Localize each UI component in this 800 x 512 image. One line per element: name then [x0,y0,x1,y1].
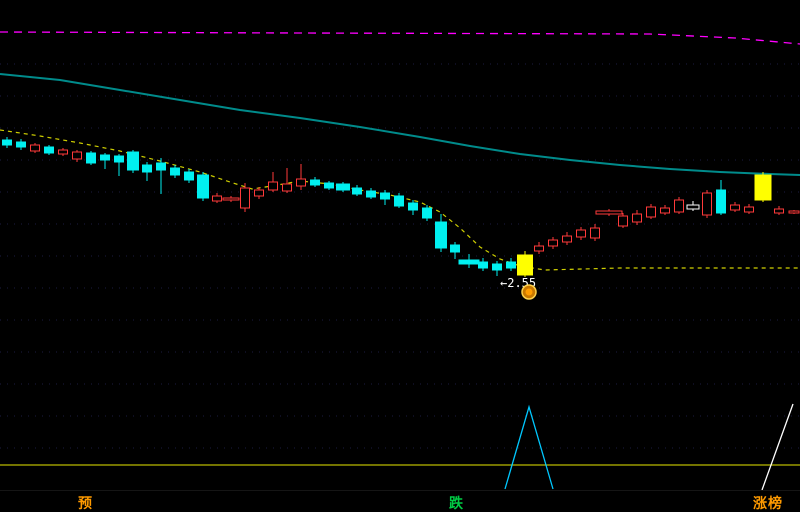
candle [142,162,152,181]
candle [30,143,40,153]
candle [2,137,12,148]
candle [408,200,418,215]
candle [86,151,96,165]
candle [254,187,264,199]
candle [618,213,628,228]
candle [184,169,194,183]
candle [16,139,26,150]
candle [366,188,376,199]
white-trend-line [761,403,794,490]
candle [595,209,623,216]
ma-lines [0,73,800,271]
bottom-status-bar: 预 跌 涨榜 [0,490,800,512]
lower-indicator-pane [0,403,800,490]
signal-spike-line [504,404,554,490]
candle [156,158,166,194]
candle [58,148,68,156]
candle [478,258,488,271]
candle [754,172,772,202]
candle [324,181,334,190]
candle [774,206,784,215]
candle [114,154,124,176]
candle [450,242,460,259]
candle [422,205,432,221]
magenta-band-line [0,31,800,45]
candle [517,251,533,277]
grid-lines [0,63,800,449]
candle [336,182,350,192]
candle [310,177,320,187]
candle [222,196,240,202]
candle [660,205,670,215]
coin-badge-icon [521,284,537,300]
bottom-tab-gainers-list[interactable]: 涨榜 [753,496,783,512]
candle [72,150,82,162]
candle [576,227,586,240]
candle [788,210,800,214]
candle [646,204,656,219]
candle [435,214,447,252]
candlestick-chart[interactable]: ←2.55 [0,0,800,490]
candle [197,172,209,201]
candle [282,168,292,193]
teal-ma-line [0,73,800,176]
candle [127,150,139,173]
candle [492,261,502,276]
candle [674,197,684,214]
candle [686,201,700,211]
bottom-tab-forecast[interactable]: 预 [78,496,93,512]
candle [632,210,642,225]
candle [212,193,222,203]
candle [548,237,558,249]
candle [268,172,278,192]
candle [730,202,740,212]
candle [296,164,306,190]
candle [716,180,726,215]
candle [562,232,572,245]
candle [240,183,250,212]
candle [744,204,754,214]
candle [100,153,110,169]
candle [170,165,180,178]
candle [590,224,600,241]
candle [44,145,54,155]
candle [506,258,516,271]
candle [394,193,404,208]
candle [380,190,390,205]
candlesticks [2,137,800,277]
candle [702,190,712,218]
bottom-tab-fall[interactable]: 跌 [449,496,464,512]
candle [352,185,362,196]
candle [534,242,544,254]
